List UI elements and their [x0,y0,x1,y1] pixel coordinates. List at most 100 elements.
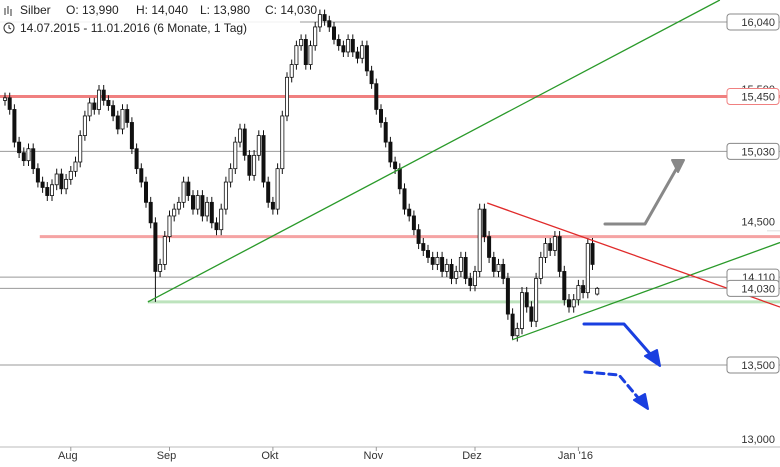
y-tick-label: 13,000 [741,434,775,446]
candle-body [73,161,78,172]
y-tick-label: 14,500 [741,217,775,229]
candle-body [543,243,548,258]
candle-body [388,141,393,163]
candle-body [331,26,336,40]
candle-body [284,76,289,117]
candle-body [378,109,383,123]
candle-body [416,229,421,244]
candle-body [397,168,402,190]
candle-body [576,285,581,301]
x-tick-label: Okt [261,450,278,462]
candle-body [21,152,26,162]
candle-body [190,195,195,210]
candle-body [505,278,510,315]
candle-body [242,128,247,156]
candle-body [176,201,181,210]
candle-body [26,148,31,162]
marks-layer [3,0,780,342]
candle-body [538,257,543,279]
candle-body [17,141,22,154]
candle-body [82,115,87,136]
candle-body [360,45,365,59]
candle-body [534,278,539,322]
annotation-arrows [582,159,685,410]
candle-body [7,97,12,110]
candle-body [299,39,304,47]
candle-body [491,257,496,272]
candle-body [407,208,412,217]
candle-body [129,122,134,150]
arrow-down [582,322,654,358]
level-label: 14,030 [741,283,775,295]
header-bg [0,2,300,36]
candle-body [209,201,214,224]
level-label: 15,450 [741,91,775,103]
level-box [726,13,780,31]
candle-body [430,257,435,265]
candle-body [200,195,205,217]
candle-body [162,236,167,265]
candle-body [247,154,252,176]
candle-body [482,208,487,237]
level-box [726,88,780,106]
candle-body [440,257,445,272]
candle-body [590,243,595,265]
candle-body [529,306,534,322]
candle-body [350,39,355,53]
candle-body [346,39,351,53]
candle-body [458,257,463,272]
ohlc-close: C: 14,030 [265,3,317,17]
candle-body [270,201,275,210]
trendline [147,0,721,303]
candle-body [364,45,369,72]
candle-body [120,109,125,130]
candle-body [383,122,388,143]
level-box [726,279,780,297]
candle-body [515,328,520,337]
chart-title: Silber [20,3,51,17]
candle-body [87,102,92,117]
candle-body [50,184,55,196]
candle-body [134,148,139,170]
x-tick-label: Aug [58,450,78,462]
candle-body [374,83,379,110]
candle-body [143,181,148,203]
candle-body [472,271,477,286]
candle-body [125,109,130,123]
candle-body [181,181,186,203]
candle-body [393,161,398,170]
candle-body [275,168,280,210]
candle-body [444,264,449,272]
chart-subtitle: 14.07.2015 - 11.01.2016 (6 Monate, 1 Tag… [20,21,247,35]
candle-body [186,181,191,196]
candle-body [322,14,327,22]
candle-body [595,287,600,295]
candle-body [369,70,374,85]
ohlc-high: H: 14,040 [136,3,188,17]
arrow-head [633,393,649,410]
candle-body [341,45,346,53]
candle-body [585,243,590,294]
arrow-dashed [583,370,642,402]
candle-body [571,299,576,308]
candle-body [31,148,36,170]
x-tick-label: Jan '16 [558,450,593,462]
candle-body [237,128,242,143]
header-icon [3,6,15,34]
candle-body [280,115,285,170]
candle-body [78,135,83,163]
candle-body [214,222,219,231]
candle-body [68,170,73,180]
candle-body [101,89,106,101]
candle-body [40,181,45,188]
arrow-up [603,164,680,226]
level-label: 16,040 [741,17,775,29]
ohlc-open: O: 13,990 [66,3,119,17]
candle-body [148,201,153,224]
candle-body [3,97,8,101]
candle-body [45,187,50,196]
candle-body [106,100,111,106]
candle-body [167,215,172,237]
candle-body [557,236,562,272]
candle-body [59,173,64,190]
